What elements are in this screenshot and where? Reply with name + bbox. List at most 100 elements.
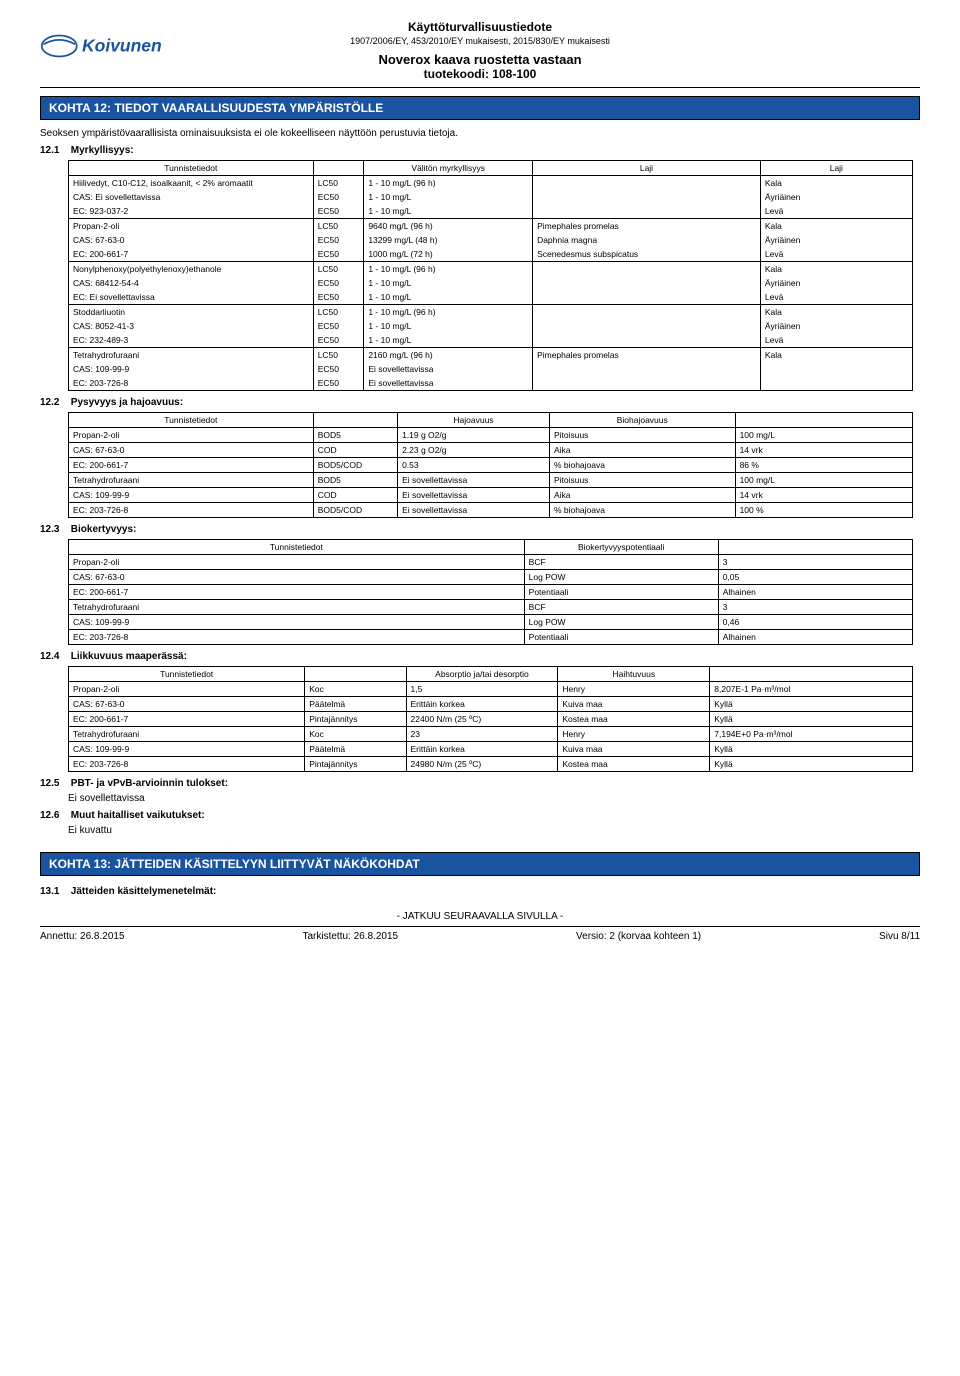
table-cell: Stoddarliuotin <box>69 305 314 320</box>
col-pot: Biokertyvyyspotentiaali <box>524 540 718 555</box>
table-row: EC: 923-037-2EC501 - 10 mg/LLevä <box>69 204 913 219</box>
table-row: TetrahydrofuraaniBOD5Ei sovellettavissaP… <box>69 473 913 488</box>
table-cell: Propan-2-oli <box>69 219 314 234</box>
table-header-row: Tunnistetiedot Hajoavuus Biohajoavuus <box>69 413 913 428</box>
table-cell: Daphnia magna <box>533 233 761 247</box>
col-id: Tunnistetiedot <box>69 413 314 428</box>
table-cell <box>533 262 761 277</box>
col-id: Tunnistetiedot <box>69 667 305 682</box>
table-cell: Kyllä <box>710 757 913 772</box>
table-cell: EC50 <box>313 376 364 391</box>
table-row: EC: 200-661-7PotentiaaliAlhainen <box>69 585 913 600</box>
table-header-row: Tunnistetiedot Biokertyvyyspotentiaali <box>69 540 913 555</box>
table-cell: 14 vrk <box>735 488 912 503</box>
table-cell: Propan-2-oli <box>69 555 525 570</box>
bioaccumulation-table: Tunnistetiedot Biokertyvyyspotentiaali P… <box>68 539 913 645</box>
table-cell: CAS: 67-63-0 <box>69 443 314 458</box>
table-cell: EC50 <box>313 233 364 247</box>
subsection-12-4: 12.4 Liikkuvuus maaperässä: <box>40 651 920 662</box>
table-cell: 3 <box>718 600 912 615</box>
col-bio: Biohajoavuus <box>549 413 735 428</box>
table-cell: Tetrahydrofuraani <box>69 348 314 363</box>
table-cell: 22400 N/m (25 ºC) <box>406 712 558 727</box>
table-row: CAS: 67-63-0COD2.23 g O2/gAika14 vrk <box>69 443 913 458</box>
table-cell: Ei sovellettavissa <box>398 473 550 488</box>
table-cell: EC50 <box>313 190 364 204</box>
table-cell: Kala <box>760 305 912 320</box>
table-cell: EC50 <box>313 276 364 290</box>
table-cell: COD <box>313 488 397 503</box>
table-cell: 0,05 <box>718 570 912 585</box>
table-cell: 1000 mg/L (72 h) <box>364 247 533 262</box>
table-row: EC: 200-661-7BOD5/COD0.53% biohajoava86 … <box>69 458 913 473</box>
table-row: CAS: 67-63-0PäätelmäErittäin korkeaKuiva… <box>69 697 913 712</box>
subsection-title: Myrkyllisyys: <box>71 145 134 156</box>
subsection-12-5: 12.5 PBT- ja vPvB-arvioinnin tulokset: <box>40 778 920 789</box>
table-cell: 24980 N/m (25 ºC) <box>406 757 558 772</box>
table-row: Propan-2-oliBCF3 <box>69 555 913 570</box>
table-cell: 14 vrk <box>735 443 912 458</box>
table-cell: Äyriäinen <box>760 319 912 333</box>
table-cell: 86 % <box>735 458 912 473</box>
table-cell: 3 <box>718 555 912 570</box>
subsection-num: 12.6 <box>40 810 68 821</box>
subsection-12-2: 12.2 Pysyvyys ja hajoavuus: <box>40 397 920 408</box>
col-val: Välitön myrkyllisyys <box>364 161 533 176</box>
subsection-title: Jätteiden käsittelymenetelmät: <box>71 886 217 897</box>
subsection-num: 12.4 <box>40 651 68 662</box>
col-species: Laji <box>533 161 761 176</box>
subsection-13-1: 13.1 Jätteiden käsittelymenetelmät: <box>40 886 920 897</box>
col-id: Tunnistetiedot <box>69 540 525 555</box>
table-cell: LC50 <box>313 176 364 191</box>
table-cell: 9640 mg/L (96 h) <box>364 219 533 234</box>
table-cell: Koc <box>305 682 406 697</box>
table-row: CAS: 109-99-9PäätelmäErittäin korkeaKuiv… <box>69 742 913 757</box>
table-cell <box>533 290 761 305</box>
table-cell: Aika <box>549 488 735 503</box>
table-cell: Kyllä <box>710 697 913 712</box>
table-row: CAS: 109-99-9CODEi sovellettavissaAika14… <box>69 488 913 503</box>
table-cell <box>533 176 761 191</box>
table-cell: BCF <box>524 555 718 570</box>
page-container: Koivunen Käyttöturvallisuustiedote 1907/… <box>0 0 960 962</box>
subsection-title: Muut haitalliset vaikutukset: <box>71 810 205 821</box>
table-cell: Henry <box>558 682 710 697</box>
footer-version: Versio: 2 (korvaa kohteen 1) <box>576 931 701 942</box>
table-cell: Ei sovellettavissa <box>364 362 533 376</box>
table-cell: Kuiva maa <box>558 742 710 757</box>
table-row: EC: 200-661-7Pintajännitys22400 N/m (25 … <box>69 712 913 727</box>
table-cell: 0.53 <box>398 458 550 473</box>
subsection-12-6: 12.6 Muut haitalliset vaikutukset: <box>40 810 920 821</box>
logo-text: Koivunen <box>82 35 162 55</box>
table-cell: 1 - 10 mg/L <box>364 276 533 290</box>
table-cell: EC: 203-726-8 <box>69 757 305 772</box>
table-row: Propan-2-oliKoc1,5Henry8,207E-1 Pa·m³/mo… <box>69 682 913 697</box>
col-id: Tunnistetiedot <box>69 161 314 176</box>
table-cell: EC: 232-489-3 <box>69 333 314 348</box>
table-cell: 1,5 <box>406 682 558 697</box>
col-deg: Hajoavuus <box>398 413 550 428</box>
table-cell: Scenedesmus subspicatus <box>533 247 761 262</box>
col-abs: Absorptio ja/tai desorptio <box>406 667 558 682</box>
table-row: EC: 232-489-3EC501 - 10 mg/LLevä <box>69 333 913 348</box>
table-cell: % biohajoava <box>549 503 735 518</box>
table-cell: Pitoisuus <box>549 473 735 488</box>
table-cell: BOD5/COD <box>313 503 397 518</box>
table-cell: 1 - 10 mg/L <box>364 290 533 305</box>
table-cell: Kostea maa <box>558 712 710 727</box>
section-12-bar: KOHTA 12: TIEDOT VAARALLISUUDESTA YMPÄRI… <box>40 96 920 120</box>
page-footer: Annettu: 26.8.2015 Tarkistettu: 26.8.201… <box>40 926 920 942</box>
table-cell: Kala <box>760 219 912 234</box>
table-cell: EC50 <box>313 333 364 348</box>
table-cell <box>533 362 761 376</box>
table-cell: Tetrahydrofuraani <box>69 600 525 615</box>
table-row: CAS: 8052-41-3EC501 - 10 mg/LÄyriäinen <box>69 319 913 333</box>
table-row: CAS: 109-99-9Log POW0,46 <box>69 615 913 630</box>
table-cell: Hiilivedyt, C10-C12, isoalkaanit, < 2% a… <box>69 176 314 191</box>
table-cell: COD <box>313 443 397 458</box>
table-cell: Log POW <box>524 570 718 585</box>
table-cell: 1 - 10 mg/L (96 h) <box>364 305 533 320</box>
table-cell: LC50 <box>313 219 364 234</box>
table-cell: EC: 200-661-7 <box>69 247 314 262</box>
table-cell: EC: 203-726-8 <box>69 630 525 645</box>
